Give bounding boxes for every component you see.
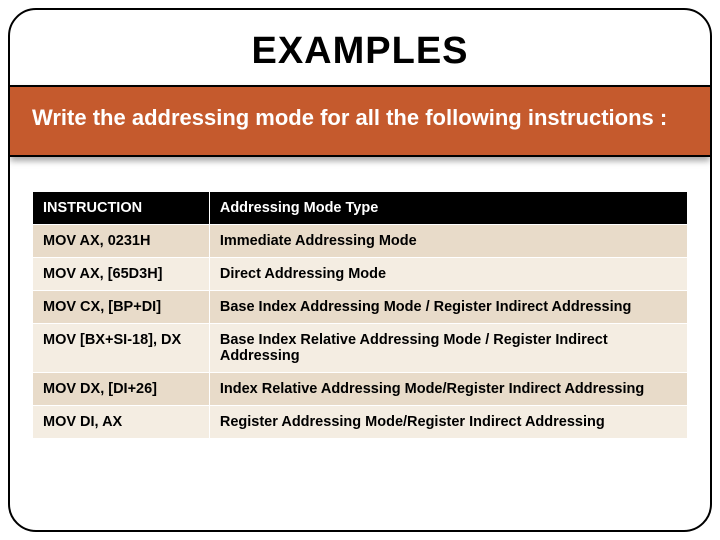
cell-mode: Index Relative Addressing Mode/Register … bbox=[209, 372, 687, 405]
cell-instruction: MOV CX, [BP+DI] bbox=[33, 290, 210, 323]
cell-mode: Register Addressing Mode/Register Indire… bbox=[209, 405, 687, 438]
table-row: MOV CX, [BP+DI] Base Index Addressing Mo… bbox=[33, 290, 688, 323]
cell-mode: Direct Addressing Mode bbox=[209, 257, 687, 290]
cell-mode: Base Index Addressing Mode / Register In… bbox=[209, 290, 687, 323]
addressing-modes-table: INSTRUCTION Addressing Mode Type MOV AX,… bbox=[32, 191, 688, 439]
table-header-row: INSTRUCTION Addressing Mode Type bbox=[33, 191, 688, 224]
table-container: INSTRUCTION Addressing Mode Type MOV AX,… bbox=[10, 157, 710, 439]
cell-instruction: MOV DI, AX bbox=[33, 405, 210, 438]
cell-instruction: MOV [BX+SI-18], DX bbox=[33, 323, 210, 372]
table-row: MOV DI, AX Register Addressing Mode/Regi… bbox=[33, 405, 688, 438]
cell-instruction: MOV AX, 0231H bbox=[33, 224, 210, 257]
table-row: MOV AX, [65D3H] Direct Addressing Mode bbox=[33, 257, 688, 290]
subtitle-band: Write the addressing mode for all the fo… bbox=[10, 85, 710, 157]
cell-mode: Base Index Relative Addressing Mode / Re… bbox=[209, 323, 687, 372]
col-header-instruction: INSTRUCTION bbox=[33, 191, 210, 224]
slide-title: EXAMPLES bbox=[10, 10, 710, 85]
col-header-mode: Addressing Mode Type bbox=[209, 191, 687, 224]
table-row: MOV AX, 0231H Immediate Addressing Mode bbox=[33, 224, 688, 257]
slide-frame: EXAMPLES Write the addressing mode for a… bbox=[8, 8, 712, 532]
subtitle-text: Write the addressing mode for all the fo… bbox=[32, 103, 688, 133]
table-row: MOV DX, [DI+26] Index Relative Addressin… bbox=[33, 372, 688, 405]
cell-mode: Immediate Addressing Mode bbox=[209, 224, 687, 257]
cell-instruction: MOV DX, [DI+26] bbox=[33, 372, 210, 405]
cell-instruction: MOV AX, [65D3H] bbox=[33, 257, 210, 290]
table-row: MOV [BX+SI-18], DX Base Index Relative A… bbox=[33, 323, 688, 372]
